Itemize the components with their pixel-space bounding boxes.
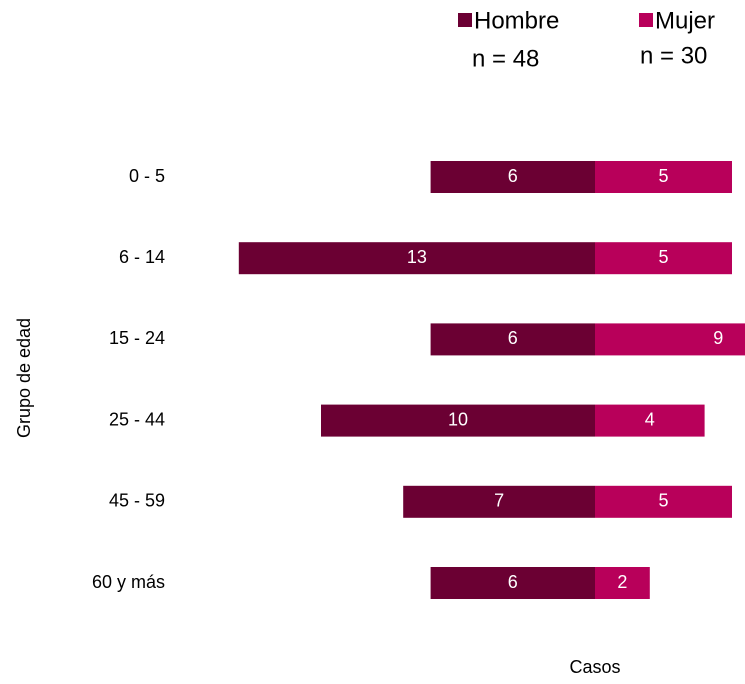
plot-area: 6 5 13 5 6 9 10 4 7 5 6 2	[238, 161, 745, 599]
y-tick-label: 0 - 5	[129, 166, 165, 186]
bar	[595, 567, 650, 599]
data-label: 6	[508, 572, 518, 592]
bar	[238, 242, 596, 275]
legend-n: n = 30	[640, 42, 707, 69]
data-label: 5	[658, 247, 668, 267]
data-label: 4	[645, 409, 655, 429]
y-tick-label: 45 - 59	[109, 491, 165, 511]
y-tick-label: 15 - 24	[109, 328, 165, 348]
bar	[321, 404, 595, 437]
y-axis-label: Grupo de edad	[14, 318, 34, 438]
bar	[403, 485, 595, 518]
data-label: 5	[658, 166, 668, 186]
data-label: 6	[508, 328, 518, 348]
data-label: 2	[617, 572, 627, 592]
y-tick-label: 25 - 44	[109, 409, 165, 429]
legend-n: n = 48	[472, 45, 539, 72]
legend-label: Mujer	[655, 7, 715, 34]
legend-swatch	[458, 13, 472, 27]
legend-label: Hombre	[474, 7, 559, 34]
data-label: 5	[658, 491, 668, 511]
y-tick-label: 6 - 14	[119, 247, 165, 267]
data-label: 13	[407, 247, 427, 267]
data-label: 10	[448, 409, 468, 429]
bar	[595, 485, 732, 518]
y-tick-label: 60 y más	[92, 572, 165, 592]
bar	[430, 323, 595, 356]
bar	[595, 323, 745, 356]
data-label: 9	[713, 328, 723, 348]
data-label: 7	[494, 491, 504, 511]
legend-swatch	[639, 13, 653, 27]
x-axis-label: Casos	[569, 657, 620, 677]
data-label: 6	[508, 166, 518, 186]
bar	[595, 404, 705, 437]
bar	[430, 161, 595, 193]
bar	[595, 242, 732, 275]
bar	[595, 161, 732, 193]
bar	[430, 567, 595, 599]
